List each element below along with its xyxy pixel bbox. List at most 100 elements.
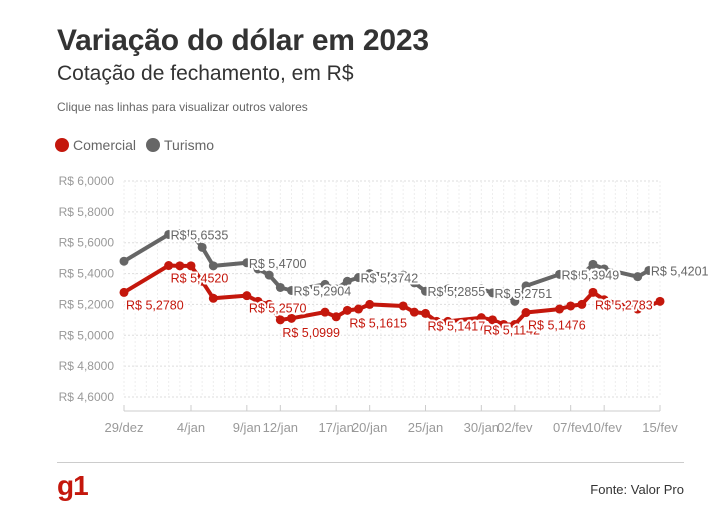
- x-tick-label: 9/jan: [233, 420, 261, 435]
- data-point-turismo[interactable]: [655, 265, 665, 275]
- data-point-comercial[interactable]: [287, 313, 296, 323]
- legend-item-turismo[interactable]: Turismo: [146, 137, 214, 153]
- data-point-comercial[interactable]: [398, 301, 408, 311]
- data-point-turismo[interactable]: [432, 289, 442, 299]
- data-point-comercial[interactable]: [555, 304, 564, 314]
- data-label-turismo: R$ 5,3742: [361, 272, 419, 286]
- data-point-turismo[interactable]: [588, 259, 598, 269]
- data-point-turismo[interactable]: [443, 284, 453, 294]
- data-point-comercial[interactable]: [588, 287, 598, 297]
- data-point-comercial[interactable]: [175, 261, 185, 271]
- data-point-comercial[interactable]: [577, 299, 587, 309]
- y-tick-label: R$ 5,6000: [59, 236, 115, 250]
- data-label-comercial: R$ 5,4520: [171, 272, 229, 286]
- y-tick-label: R$ 5,2000: [59, 297, 115, 311]
- data-point-turismo[interactable]: [398, 270, 408, 280]
- data-point-comercial[interactable]: [253, 296, 263, 306]
- data-point-turismo[interactable]: [577, 270, 587, 280]
- data-point-comercial[interactable]: [488, 315, 497, 325]
- legend-marker-turismo: [146, 138, 161, 152]
- data-label-comercial: R$ 5,2780: [126, 298, 184, 312]
- x-tick-label: 25/jan: [408, 420, 443, 435]
- data-point-comercial[interactable]: [510, 319, 520, 329]
- data-point-turismo[interactable]: [555, 269, 564, 279]
- data-point-comercial[interactable]: [331, 312, 341, 322]
- data-label-turismo: R$ 5,2751: [495, 287, 553, 301]
- data-point-turismo[interactable]: [197, 242, 207, 252]
- data-point-turismo[interactable]: [242, 258, 252, 268]
- data-point-turismo[interactable]: [264, 270, 274, 280]
- data-point-comercial[interactable]: [365, 299, 375, 309]
- data-point-comercial[interactable]: [208, 293, 218, 303]
- chart-title: Variação do dólar em 2023: [57, 24, 429, 57]
- series-layer[interactable]: [119, 228, 665, 329]
- g1-logo: g1: [57, 470, 89, 501]
- data-point-comercial[interactable]: [186, 261, 196, 271]
- series-line-comercial[interactable]: [122, 263, 662, 327]
- series-line-turismo[interactable]: [122, 231, 662, 304]
- data-point-comercial[interactable]: [421, 308, 430, 318]
- data-point-comercial[interactable]: [264, 299, 274, 309]
- data-point-comercial[interactable]: [119, 287, 129, 297]
- data-point-turismo[interactable]: [331, 284, 341, 294]
- x-tick-label: 4/jan: [177, 420, 205, 435]
- data-label-turismo: R$ 5,4201: [651, 264, 709, 278]
- data-point-turismo[interactable]: [175, 228, 185, 238]
- chart-subtitle: Cotação de fechamento, em R$: [57, 62, 354, 85]
- data-point-comercial[interactable]: [443, 316, 453, 326]
- data-point-comercial[interactable]: [476, 313, 486, 323]
- data-point-turismo[interactable]: [164, 229, 174, 239]
- data-point-turismo[interactable]: [208, 261, 218, 271]
- y-tick-label: R$ 5,0000: [59, 328, 115, 342]
- data-point-comercial[interactable]: [599, 295, 609, 305]
- x-tick-label: 17/jan: [318, 420, 353, 435]
- footer-divider: [57, 462, 684, 463]
- data-point-turismo[interactable]: [510, 296, 520, 306]
- chart-legend: Comercial Turismo: [55, 137, 214, 153]
- data-point-comercial[interactable]: [354, 304, 363, 314]
- data-point-turismo[interactable]: [365, 269, 375, 279]
- data-label-comercial: R$ 5,0999: [282, 326, 340, 340]
- x-tick-label: 15/fev: [642, 420, 678, 435]
- data-point-comercial[interactable]: [320, 307, 330, 317]
- data-point-comercial[interactable]: [242, 291, 252, 301]
- data-point-turismo[interactable]: [342, 276, 352, 286]
- data-point-turismo[interactable]: [409, 278, 419, 288]
- data-point-turismo[interactable]: [275, 282, 285, 292]
- data-point-comercial[interactable]: [644, 301, 654, 311]
- data-point-turismo[interactable]: [119, 256, 129, 266]
- data-point-turismo[interactable]: [599, 264, 609, 274]
- data-point-comercial[interactable]: [164, 261, 174, 271]
- x-tick-label: 10/fev: [586, 420, 622, 435]
- data-label-turismo: R$ 5,2904: [294, 284, 352, 298]
- legend-item-comercial[interactable]: Comercial: [55, 137, 136, 153]
- data-point-turismo[interactable]: [186, 228, 196, 238]
- data-point-turismo[interactable]: [421, 286, 430, 296]
- data-point-turismo[interactable]: [287, 285, 296, 295]
- data-point-turismo[interactable]: [488, 288, 497, 298]
- data-point-turismo[interactable]: [354, 273, 363, 283]
- data-point-turismo[interactable]: [253, 264, 263, 274]
- data-point-comercial[interactable]: [655, 296, 665, 306]
- axis-layer: R$ 4,6000 R$ 4,8000 R$ 5,0000 R$ 5,2000 R$ 5…: [59, 174, 679, 435]
- data-point-turismo[interactable]: [566, 270, 576, 280]
- data-point-turismo[interactable]: [521, 281, 531, 291]
- data-label-layer: R$ 5,2780 R$ 5,4520 R$ 5,2570 R$ 5,0999 R$ 5…: [124, 226, 711, 341]
- y-tick-label: R$ 5,4000: [59, 267, 115, 281]
- data-point-comercial[interactable]: [275, 315, 285, 325]
- data-point-comercial[interactable]: [521, 308, 531, 318]
- data-point-comercial[interactable]: [633, 304, 643, 314]
- data-point-turismo[interactable]: [320, 279, 330, 289]
- data-point-comercial[interactable]: [499, 319, 509, 329]
- data-point-comercial[interactable]: [342, 305, 352, 315]
- data-point-comercial[interactable]: [409, 307, 419, 317]
- x-tick-label: 12/jan: [263, 420, 298, 435]
- legend-label-turismo: Turismo: [164, 137, 215, 153]
- data-point-turismo[interactable]: [633, 272, 643, 282]
- data-point-turismo[interactable]: [644, 265, 654, 275]
- data-point-comercial[interactable]: [197, 276, 207, 286]
- data-point-turismo[interactable]: [476, 284, 486, 294]
- data-point-comercial[interactable]: [566, 301, 576, 311]
- data-point-turismo[interactable]: [499, 287, 509, 297]
- data-point-comercial[interactable]: [432, 316, 442, 326]
